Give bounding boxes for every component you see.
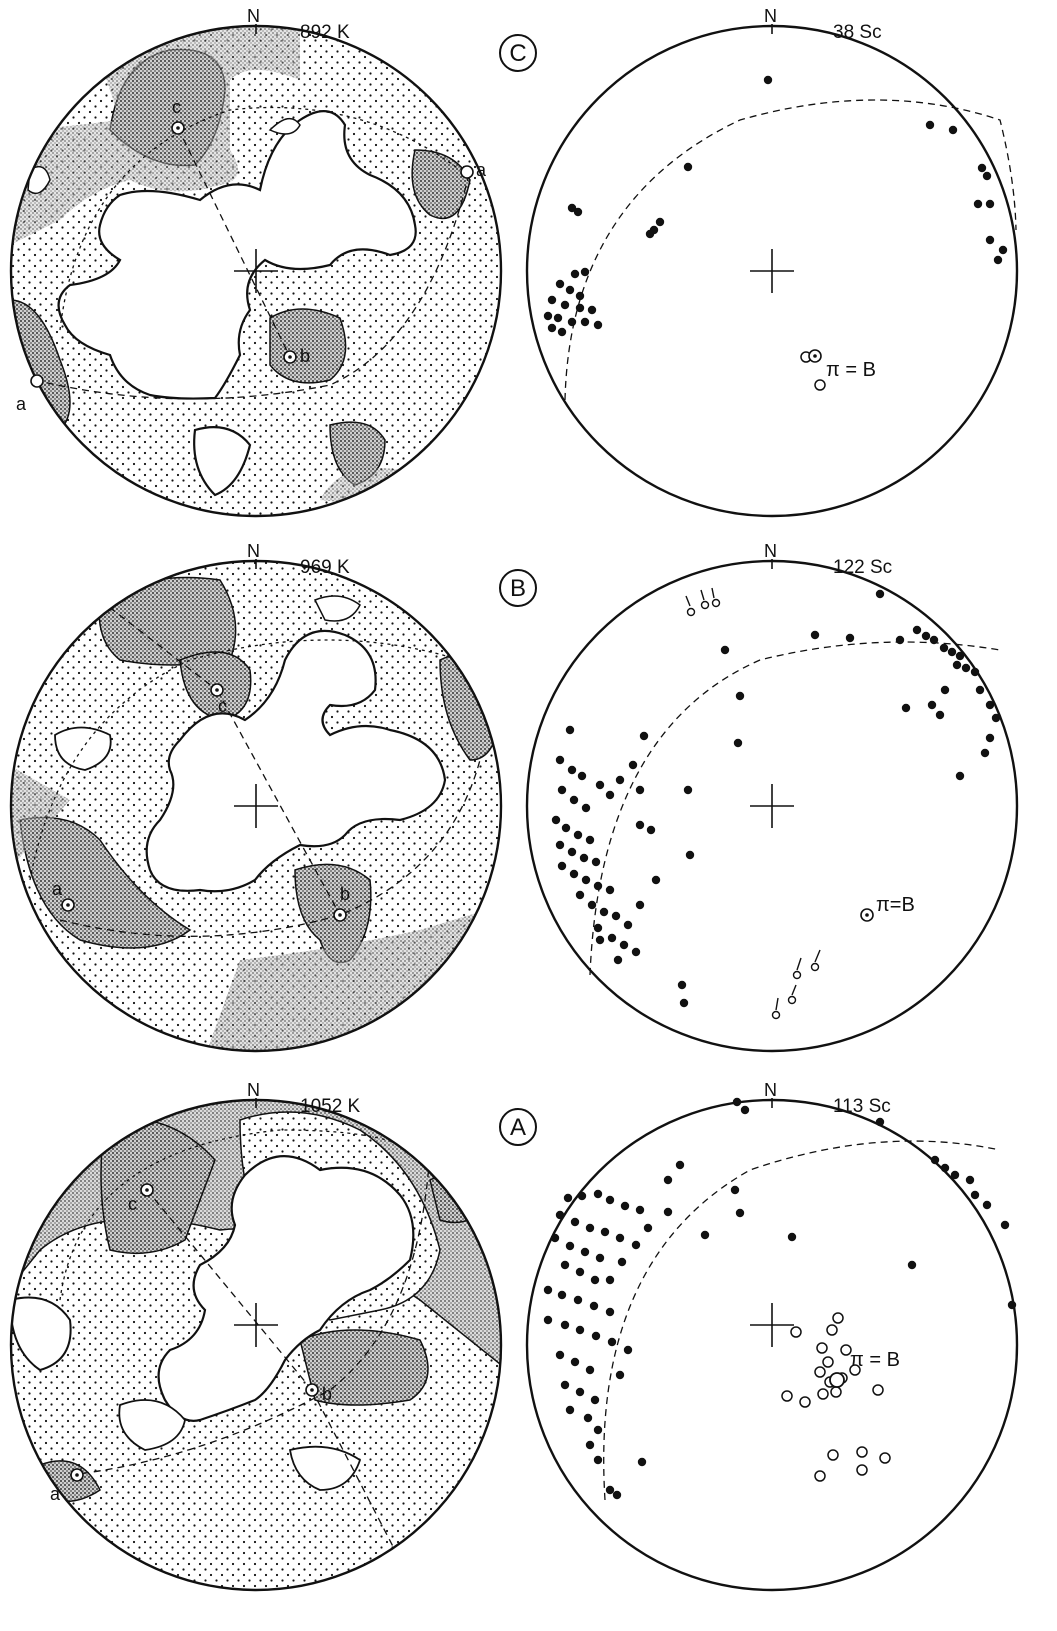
count-label-k: 1052 K [300, 1096, 361, 1117]
svg-text:B: B [510, 575, 526, 602]
count-label-k: 969 K [300, 557, 350, 578]
count-label-sc: 113 Sc [833, 1096, 891, 1117]
point-label-a2: a [16, 394, 27, 414]
point-label-c: c [218, 696, 227, 716]
point-label-c: c [172, 97, 181, 117]
pi-b-label: π = B [850, 1349, 900, 1371]
count-label-sc: 122 Sc [833, 557, 892, 578]
count-label-sc: 38 Sc [833, 22, 882, 43]
point-label-a: a [476, 160, 487, 180]
scatter-net-a: π = B N 113 Sc [525, 1080, 1019, 1592]
point-label-a: a [52, 879, 63, 899]
row-c: c b a a N 892 K C [9, 6, 1019, 518]
point-label-b: b [322, 1384, 332, 1404]
svg-text:C: C [509, 40, 526, 67]
row-b: c b a N 969 K B [9, 541, 1019, 1053]
panel-letter-b: B [499, 569, 537, 607]
panel-letter-c: C [499, 34, 537, 72]
north-label-right: N [764, 1080, 777, 1100]
point-label-c: c [128, 1194, 137, 1214]
contour-net-a: c b a N 1052 K [9, 1080, 503, 1592]
scatter-net-b: π=B N 122 Sc [525, 541, 1019, 1053]
contour-net-b: c b a N 969 K [9, 541, 503, 1053]
point-label-b: b [340, 884, 350, 904]
svg-text:A: A [510, 1114, 526, 1141]
contour-net-c: c b a a N 892 K [9, 6, 503, 518]
point-label-b: b [300, 346, 310, 366]
north-label: N [247, 541, 260, 561]
count-label-k: 892 K [300, 22, 350, 43]
north-label-right: N [764, 6, 777, 26]
north-label: N [247, 6, 260, 26]
row-a: c b a N 1052 K A [9, 1080, 1019, 1592]
scatter-net-c: π = B N 38 Sc [525, 6, 1019, 518]
north-label: N [247, 1080, 260, 1100]
pi-b-label: π = B [826, 359, 876, 381]
north-label-right: N [764, 541, 777, 561]
point-label-a: a [50, 1484, 61, 1504]
pi-b-label: π=B [876, 894, 915, 916]
panel-letter-a: A [499, 1108, 537, 1146]
